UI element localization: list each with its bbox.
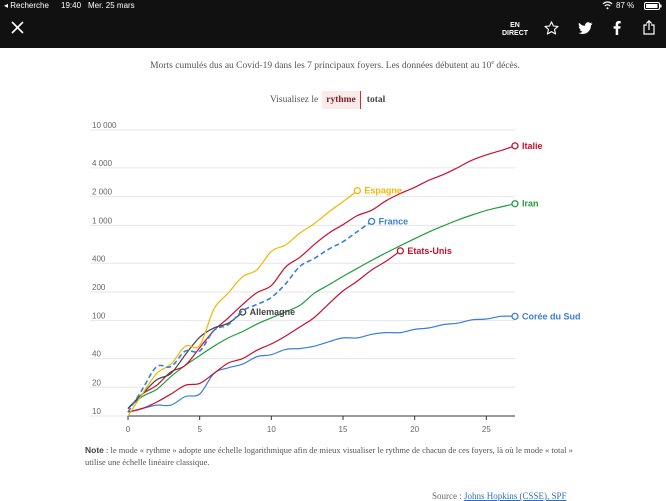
y-tick-label: 20 <box>92 378 101 387</box>
series-line-france <box>127 220 373 413</box>
caption-superscript: e <box>491 60 494 66</box>
series-label-espagne: Espagne <box>364 186 402 196</box>
series-line-italie <box>127 145 516 409</box>
mode-toggle: Visualisez le rythme total <box>270 90 391 110</box>
series-endpoint-iran <box>511 200 519 208</box>
facebook-share-button[interactable] <box>606 12 628 48</box>
star-icon <box>543 20 559 40</box>
x-tick-label: 15 <box>339 425 348 434</box>
series-line-coree-du-sud <box>127 315 516 413</box>
series-label-coree-du-sud: Corée du Sud <box>522 311 581 321</box>
status-bar: ◂ Recherche 19:40 Mer. 25 mars 87 % <box>0 0 666 12</box>
live-label-line2: DIRECT <box>501 30 529 37</box>
app-bar: EN DIRECT <box>0 12 666 48</box>
series-line-allemagne <box>127 311 244 409</box>
y-tick-label: 4 000 <box>92 159 113 168</box>
toggle-option-total[interactable]: total <box>366 95 386 105</box>
series-label-france: France <box>379 216 409 226</box>
toggle-prompt: Visualisez le <box>270 95 319 105</box>
favorite-button[interactable] <box>540 12 562 48</box>
series-endpoint-espagne <box>353 187 361 195</box>
wifi-icon <box>602 1 613 12</box>
share-icon <box>643 19 655 40</box>
x-tick-label: 10 <box>267 425 276 434</box>
source-link[interactable]: Johns Hopkins (CSSE), SPF <box>464 491 567 501</box>
series-line-iran <box>127 203 516 409</box>
series-endpoint-coree-du-sud <box>511 312 519 320</box>
source-prefix: Source : <box>432 491 464 501</box>
status-date: Mer. 25 mars <box>88 1 135 10</box>
series-line-espagne <box>127 190 358 417</box>
article-content: Morts cumulés dus au Covid-19 dans les 7… <box>0 48 666 501</box>
twitter-share-button[interactable] <box>574 12 596 48</box>
x-tick-label: 20 <box>410 425 419 434</box>
series-endpoint-france <box>368 217 376 226</box>
y-tick-label: 1 000 <box>92 216 113 225</box>
y-tick-label: 100 <box>92 312 106 321</box>
caption-text-end: décès. <box>493 61 520 72</box>
facebook-icon <box>613 20 621 40</box>
chart-source: Source : Johns Hopkins (CSSE), SPF <box>432 491 567 501</box>
x-tick-label: 0 <box>126 425 131 434</box>
twitter-icon <box>577 21 593 39</box>
deaths-line-chart: 10 20 40 100 200 400 1 000 2 000 4 000 10 000 0 5 10… <box>90 121 581 434</box>
close-button[interactable] <box>4 12 30 48</box>
status-battery-text: 87 % <box>616 1 635 10</box>
note-label: Note <box>85 445 104 455</box>
status-time: 19:40 <box>61 1 82 10</box>
close-icon <box>10 21 24 39</box>
chart-caption: Morts cumulés dus au Covid-19 dans les 7… <box>140 56 530 73</box>
share-button[interactable] <box>636 12 662 48</box>
toggle-option-rythme[interactable]: rythme <box>322 91 361 109</box>
y-tick-label: 10 <box>92 407 101 416</box>
live-label-line1: EN <box>510 22 520 29</box>
y-tick-label: 40 <box>92 350 101 359</box>
y-tick-label: 200 <box>92 283 106 292</box>
battery-icon <box>644 2 662 12</box>
live-button[interactable]: EN DIRECT <box>500 12 530 48</box>
y-tick-label: 2 000 <box>92 188 113 197</box>
series-endpoint-etats-unis <box>396 247 404 255</box>
series-label-etats-unis: Etats-Unis <box>407 246 452 256</box>
series-label-allemagne: Allemagne <box>250 307 296 317</box>
chart-note: Note : le mode « rythme » adopte une éch… <box>85 444 575 468</box>
caption-text: Morts cumulés dus au Covid-19 dans les 7… <box>150 61 492 72</box>
x-tick-label: 25 <box>482 425 491 434</box>
series-line-etats-unis <box>127 250 401 413</box>
x-tick-label: 5 <box>197 425 202 434</box>
series-label-italie: Italie <box>522 141 543 151</box>
series-label-iran: Iran <box>522 199 539 209</box>
y-tick-label: 400 <box>92 254 106 263</box>
y-tick-label: 10 000 <box>92 121 117 130</box>
note-text: : le mode « rythme » adopte une échelle … <box>85 445 573 467</box>
series-endpoint-italie <box>511 142 519 150</box>
status-back-app[interactable]: ◂ Recherche <box>4 1 49 10</box>
series-endpoint-allemagne <box>239 308 247 316</box>
